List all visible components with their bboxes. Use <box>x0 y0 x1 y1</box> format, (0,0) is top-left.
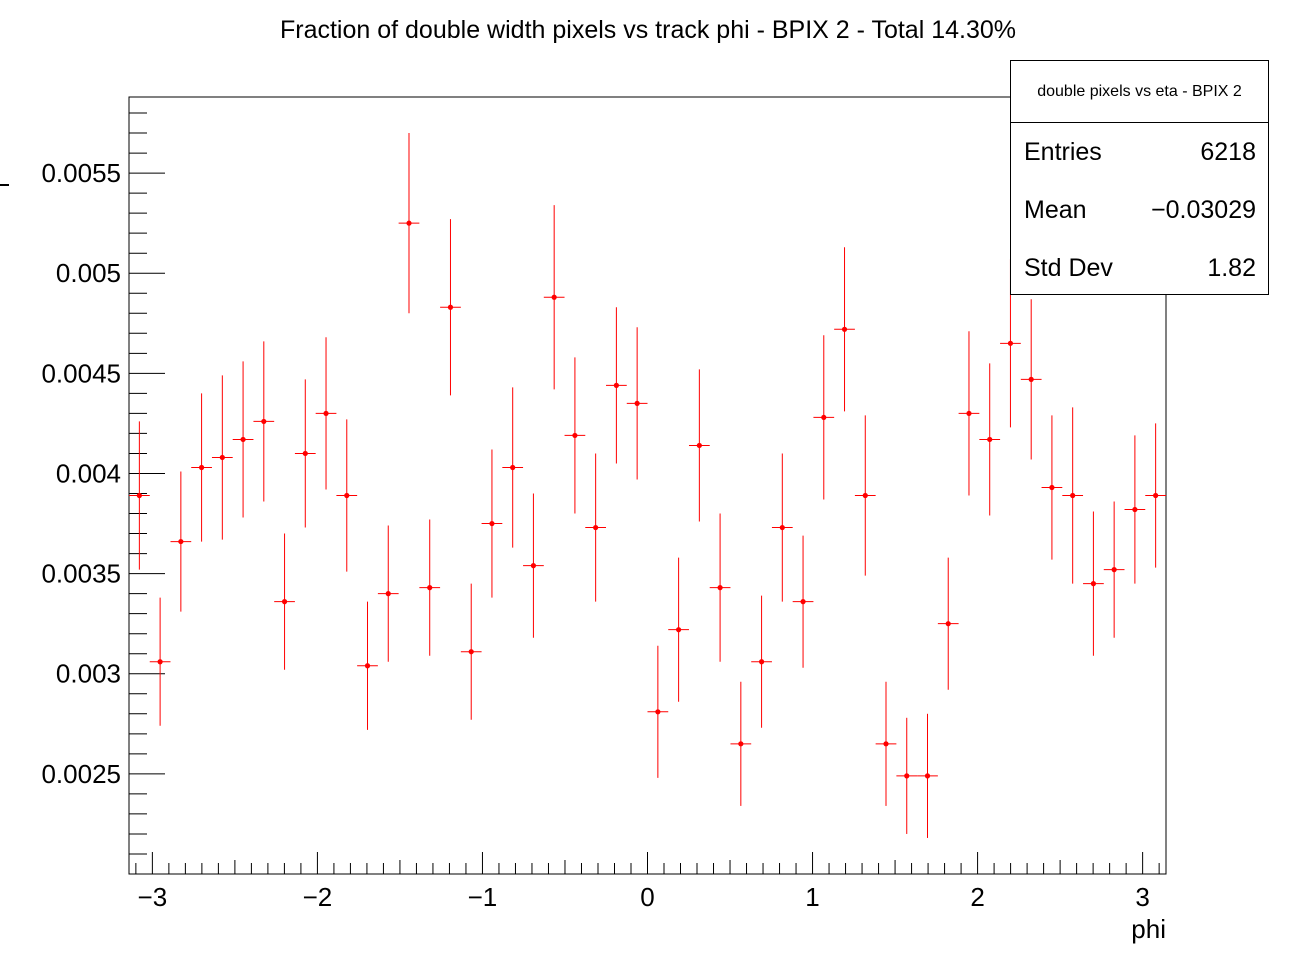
data-point <box>136 492 142 499</box>
data-point <box>219 454 225 461</box>
stats-value: −0.03029 <box>1151 195 1256 224</box>
stats-row-mean: Mean −0.03029 <box>1011 181 1268 239</box>
y-tick-label: 0.0055 <box>41 158 121 188</box>
y-tick-label: 0.003 <box>56 659 121 689</box>
data-point <box>676 627 682 633</box>
data-point <box>572 432 578 439</box>
data-point <box>613 382 619 388</box>
data-point <box>281 599 288 605</box>
data-point <box>178 538 184 545</box>
y-tick-label: 0.004 <box>56 458 121 488</box>
data-point <box>655 709 661 715</box>
stats-label: Mean <box>1024 195 1087 224</box>
data-point <box>385 591 391 597</box>
data-point <box>302 450 308 457</box>
x-tick-label: −2 <box>303 882 333 912</box>
data-point <box>447 304 454 310</box>
data-point <box>924 773 931 779</box>
data-point <box>1070 492 1076 499</box>
x-axis-label: phi <box>1131 914 1166 944</box>
data-point <box>157 659 163 665</box>
data-point <box>240 436 246 443</box>
x-tick-label: 3 <box>1135 882 1149 912</box>
data-point <box>696 442 702 449</box>
x-tick-label: −1 <box>468 882 498 912</box>
data-point <box>945 621 951 627</box>
y-tick-label: 0.005 <box>56 258 121 288</box>
data-point <box>406 220 412 226</box>
data-point <box>198 464 205 471</box>
stats-row-stddev: Std Dev 1.82 <box>1011 239 1268 297</box>
stats-label: Entries <box>1024 137 1102 166</box>
data-point <box>323 410 329 417</box>
data-point <box>1132 506 1138 513</box>
y-tick-label: 0.0045 <box>41 358 121 388</box>
stats-label: Std Dev <box>1024 253 1113 282</box>
data-point <box>261 418 267 425</box>
data-point <box>841 326 848 332</box>
data-point <box>468 649 474 655</box>
data-point <box>821 414 827 421</box>
stats-box: double pixels vs eta - BPIX 2 Entries 62… <box>1010 60 1269 295</box>
chart-title: Fraction of double width pixels vs track… <box>279 16 1016 44</box>
data-point <box>634 400 640 406</box>
data-point <box>427 585 433 591</box>
data-point <box>364 663 371 669</box>
data-point <box>530 563 537 569</box>
x-tick-label: 1 <box>805 882 819 912</box>
data-point <box>1028 376 1034 382</box>
data-point <box>489 520 495 527</box>
data-point <box>738 741 744 747</box>
data-point <box>1049 484 1055 491</box>
data-point <box>1007 340 1014 346</box>
data-point <box>510 464 516 471</box>
data-point <box>758 659 765 665</box>
data-point <box>1153 492 1159 499</box>
data-point <box>551 294 557 300</box>
data-point <box>1090 581 1097 587</box>
data-point <box>862 492 868 499</box>
data-point <box>904 773 910 779</box>
data-point <box>717 585 723 591</box>
stats-value: 6218 <box>1200 137 1256 166</box>
data-point <box>779 524 785 531</box>
x-tick-label: 2 <box>970 882 984 912</box>
y-tick-label: 0.0025 <box>41 759 121 789</box>
data-point <box>1111 567 1117 573</box>
stats-row-entries: Entries 6218 <box>1011 123 1268 181</box>
data-point <box>344 492 350 499</box>
x-tick-label: 0 <box>640 882 654 912</box>
data-point <box>800 599 806 605</box>
y-tick-label: 0.0035 <box>41 559 121 589</box>
x-tick-label: −3 <box>138 882 168 912</box>
data-point <box>883 741 889 747</box>
stats-title: double pixels vs eta - BPIX 2 <box>1011 61 1268 123</box>
data-point <box>966 410 972 417</box>
data-point <box>593 524 599 531</box>
data-point <box>987 436 993 443</box>
stats-value: 1.82 <box>1207 253 1256 282</box>
